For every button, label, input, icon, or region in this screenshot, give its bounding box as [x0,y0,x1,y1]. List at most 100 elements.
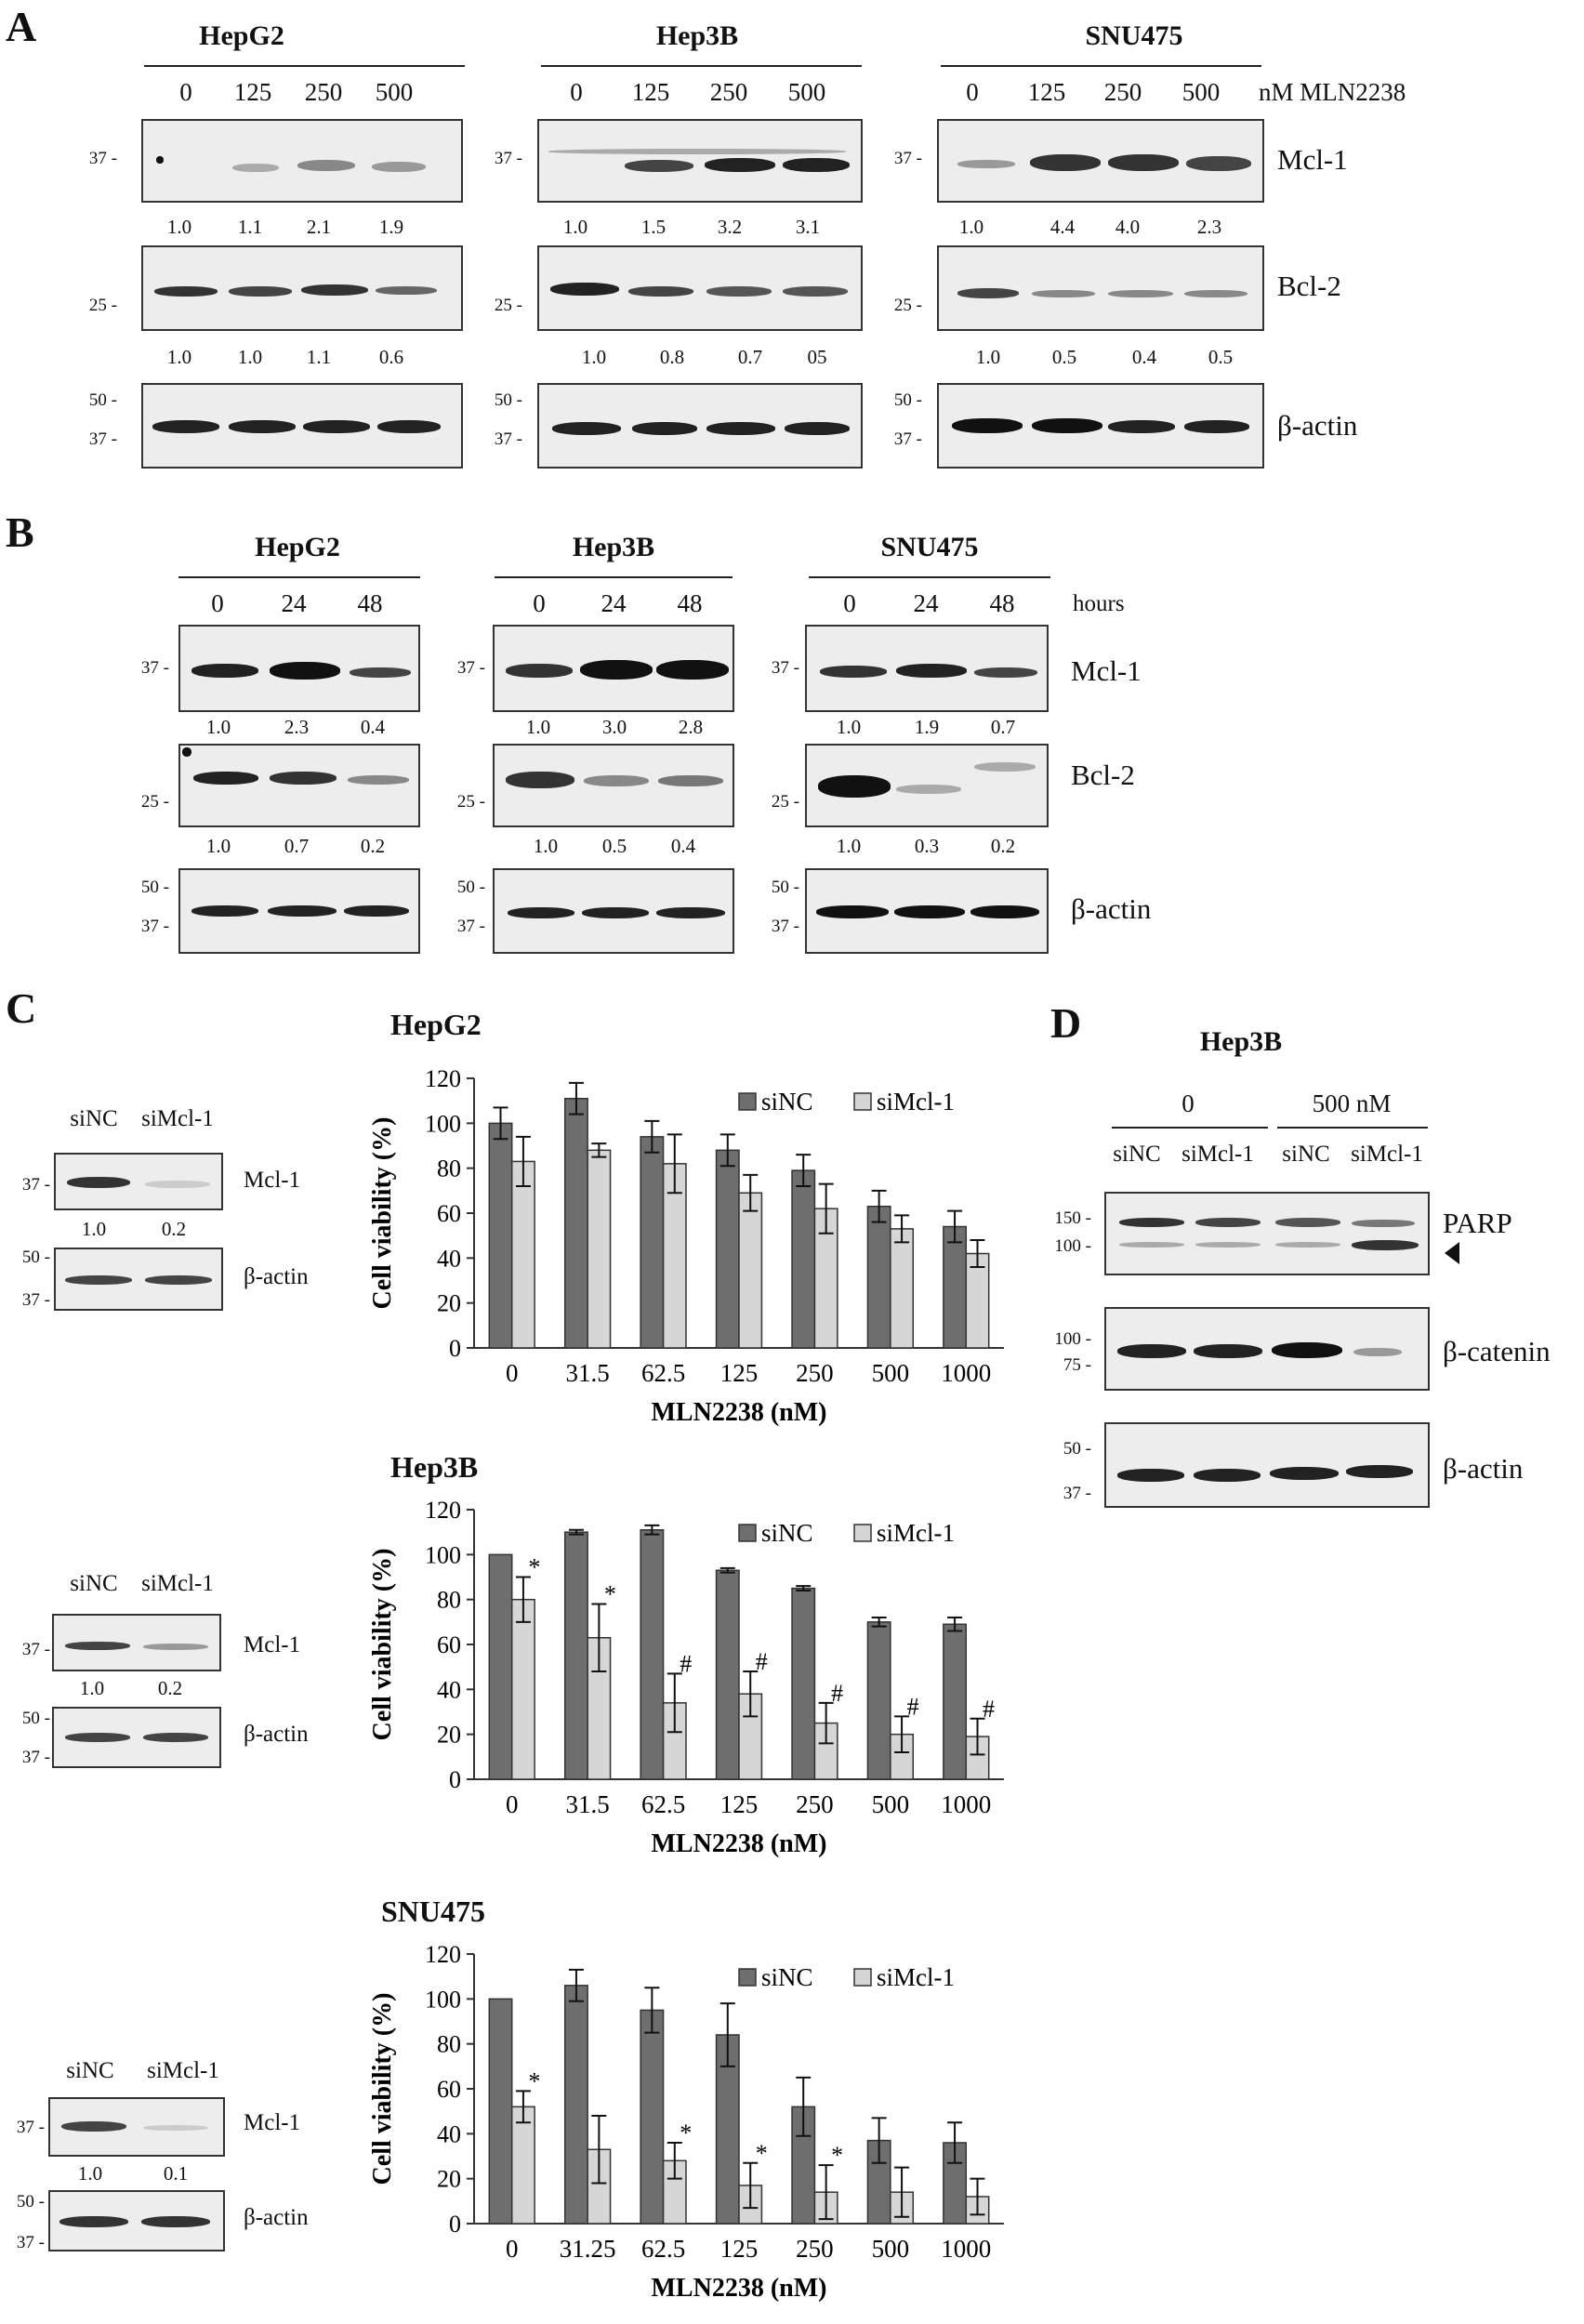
quant-value: 3.0 [601,716,627,738]
y-tick-label: 40 [437,2120,461,2147]
legend-swatch [738,1968,757,1987]
mw-marker: 100 - [1054,1236,1091,1256]
x-tick-label: 1000 [941,1359,991,1387]
quant-value: 2.3 [284,716,310,738]
quant-value: 3.1 [795,216,821,238]
mw-marker: 50 - [16,2192,45,2212]
lane-label: siMcl-1 [1181,1142,1254,1167]
mw-marker: 37 - [140,917,169,936]
bar-siNC [943,1225,968,1349]
bar-siNC [943,1623,968,1780]
panelA-cell-hep3b: Hep3B [655,20,739,51]
mw-marker: 37 - [16,2233,45,2252]
mw-marker: 25 - [88,296,117,315]
quant-value: 1.0 [836,835,862,857]
lane-label: siNC [1113,1142,1161,1167]
significance-mark: * [756,2140,768,2167]
legend-swatch [853,1524,872,1542]
y-tick-label: 60 [437,2076,461,2103]
mw-marker: 50 - [494,390,522,410]
mw-marker: 75 - [1063,1355,1091,1375]
y-tick-label: 100 [425,1986,461,2013]
quant-value: 1.0 [525,716,551,738]
bar-siNC [488,1122,513,1349]
mw-marker: 37 - [893,149,922,168]
blot-b-actin-snu475 [805,868,1049,954]
quant-value: 0.2 [990,835,1016,857]
group-label: 0 [1181,1089,1195,1117]
legend-swatch [853,1092,872,1111]
bar-siMcl-1 [813,1722,838,1780]
mw-marker: 37 - [21,1748,50,1767]
blot-c2-mcl1 [52,1614,221,1671]
quant-value: 0.7 [284,835,310,857]
significance-mark: # [680,1650,692,1677]
quant-value: 05 [807,346,827,368]
dose-label: 500 [375,78,414,106]
y-axis-title: Cell viability (%) [368,1993,397,2185]
x-tick-label: 0 [506,1359,519,1387]
protein-label-actin: β-actin [1443,1452,1524,1485]
protein-label-actin: β-actin [244,2205,309,2230]
bar-siMcl-1 [662,1163,687,1349]
blot-b-mcl1-hep3b [493,625,734,712]
panelD-underline-1 [1112,1127,1268,1129]
dose-unit-label: nM MLN2238 [1259,78,1406,106]
quant-value: 1.0 [77,2162,103,2185]
y-tick-label: 0 [449,1766,461,1793]
x-tick-label: 62.5 [641,2235,685,2263]
legend-label: siNC [761,1963,813,1991]
significance-mark: * [831,2142,843,2169]
dose-label: 250 [1103,78,1142,106]
quant-value: 2.8 [678,716,704,738]
y-tick-label: 60 [437,1631,461,1658]
quant-value: 0.2 [161,1218,187,1240]
mw-marker: 37 - [893,429,922,449]
x-tick-label: 250 [796,1790,834,1818]
panelB-underline-2 [495,576,733,578]
dose-label: 500 [1181,78,1221,106]
panelB-cell-hepg2: HepG2 [255,532,340,562]
quant-value: 1.9 [914,716,940,738]
x-tick-label: 1000 [941,1790,991,1818]
bar-siMcl-1 [965,1252,990,1349]
bar-siMcl-1 [738,1192,763,1349]
quant-value: 4.4 [1049,216,1076,238]
x-tick-label: 500 [872,1359,910,1387]
x-tick-label: 250 [796,1359,834,1387]
quant-value: 0.8 [659,346,685,368]
protein-label-actin: β-actin [244,1722,309,1747]
lane-label: siNC [70,1571,118,1596]
legend-swatch [853,1968,872,1987]
x-tick-label: 62.5 [641,1359,685,1387]
mw-marker: 25 - [893,296,922,315]
bar-chart-hep3b: 0 20 40 60 80 100 120 * 0 * 31.5 #62.5 #125 #250 #500 #… [368,1500,1004,1858]
mw-marker: 37 - [456,917,485,936]
mw-marker: 25 - [494,296,522,315]
mw-marker: 50 - [88,390,117,410]
x-tick-label: 125 [720,1790,759,1818]
quant-value: 0.4 [670,835,696,857]
blot-b-actin-hepg2 [178,868,420,954]
x-tick-label: 31.5 [566,1359,610,1387]
lane-label: siMcl-1 [1351,1142,1423,1167]
protein-label-parp: PARP [1443,1207,1512,1239]
mw-marker: 50 - [456,878,485,897]
y-tick-label: 80 [437,1155,461,1182]
quant-value: 1.1 [306,346,332,368]
dose-label: 0 [570,78,583,106]
mw-marker: 37 - [21,1640,50,1659]
chart-title: HepG2 [390,1008,482,1041]
mw-marker: 37 - [456,658,485,678]
y-tick-label: 100 [425,1541,461,1568]
quant-value: 0.5 [1051,346,1077,368]
blot-d-bcatenin [1104,1307,1430,1391]
quant-value: 1.0 [836,716,862,738]
panelD-underline-2 [1277,1127,1428,1129]
x-tick-label: 125 [720,2235,759,2263]
significance-mark: # [907,1693,919,1720]
dose-label: 0 [966,78,979,106]
protein-label-bcatenin: β-catenin [1443,1335,1551,1367]
mw-marker: 150 - [1054,1208,1091,1228]
y-axis-title: Cell viability (%) [368,1117,397,1310]
